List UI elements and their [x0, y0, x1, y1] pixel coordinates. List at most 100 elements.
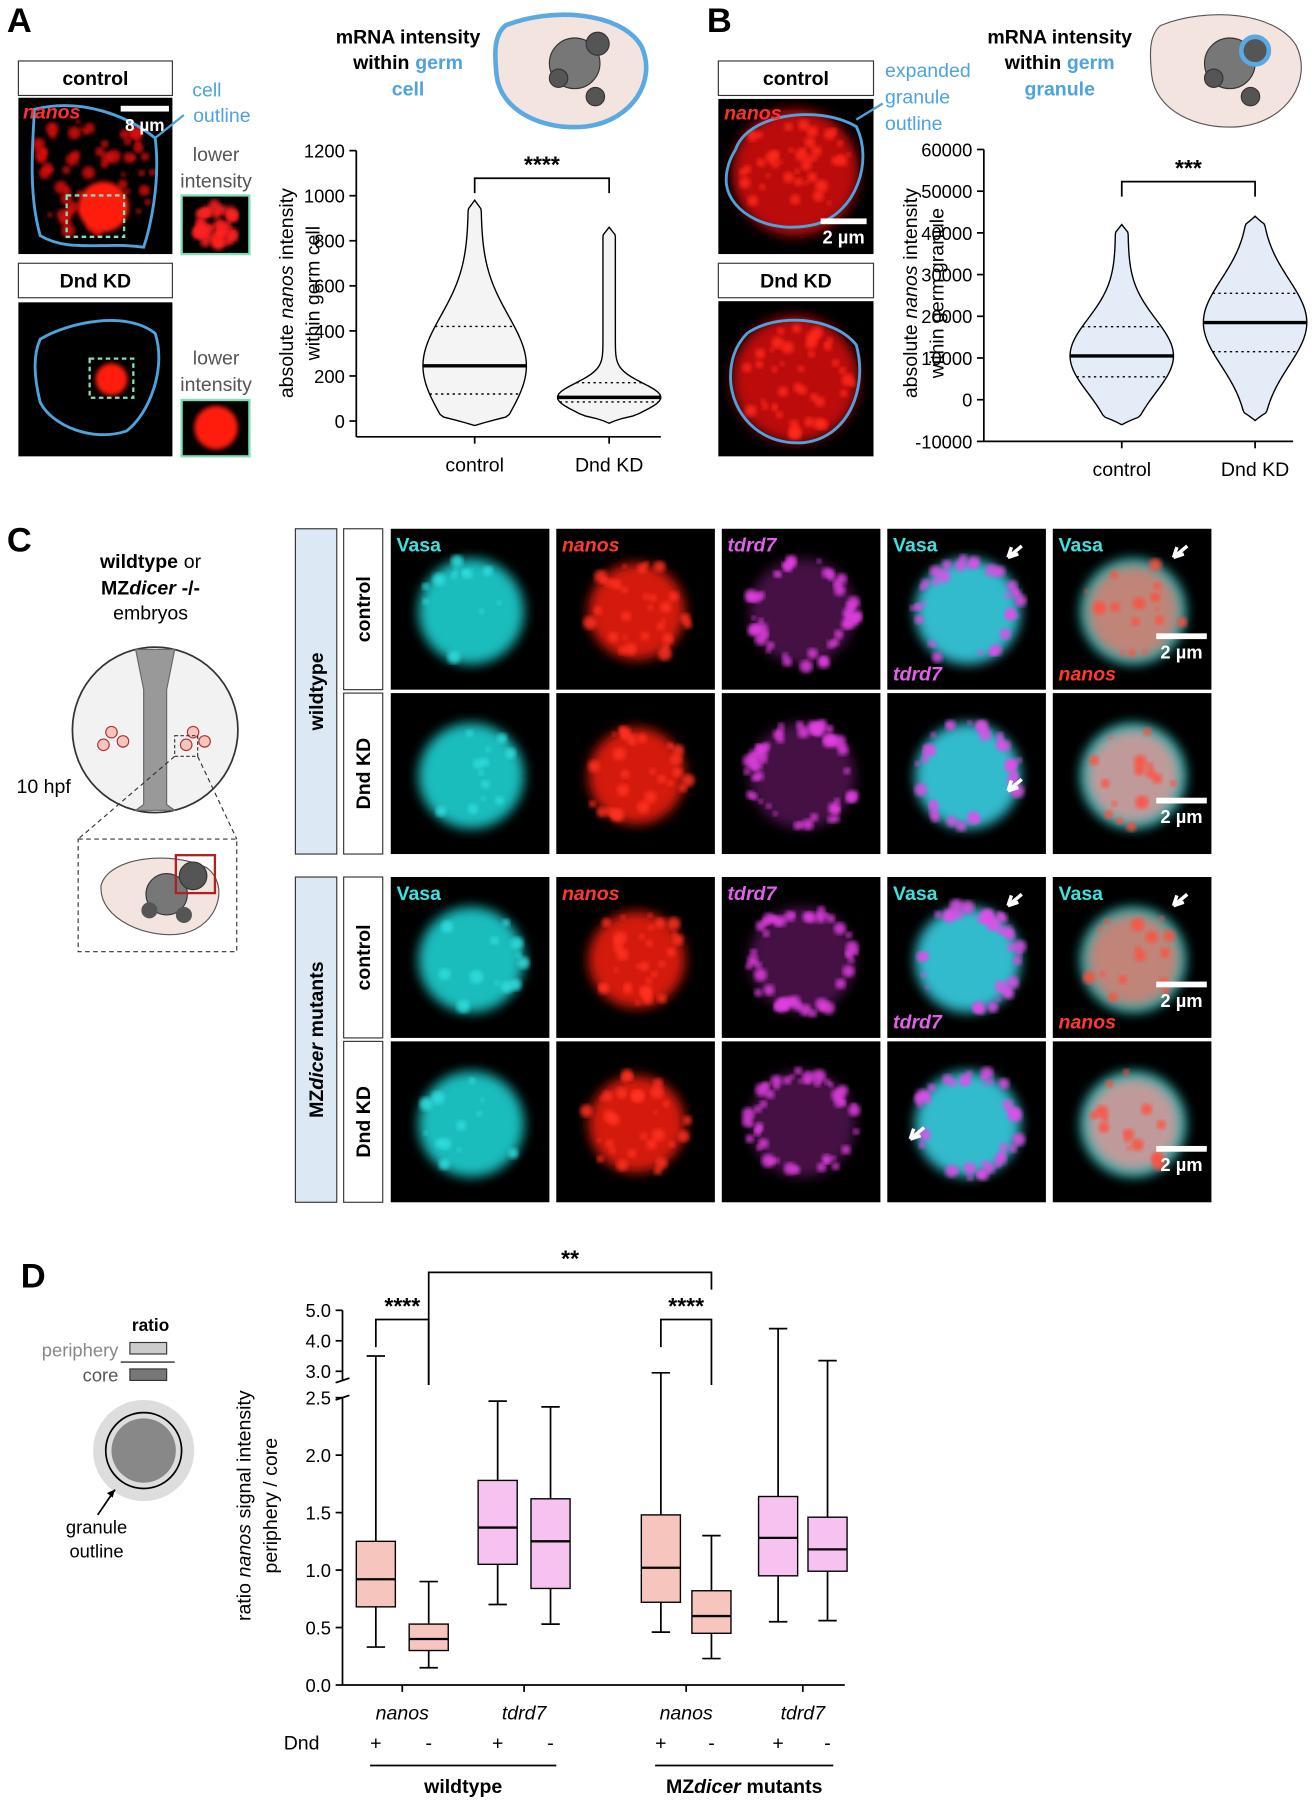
legend-label: core [83, 1365, 119, 1386]
signal [655, 917, 666, 929]
signal [753, 1128, 762, 1137]
signal [798, 385, 808, 395]
signal [434, 1138, 445, 1148]
signal [824, 341, 831, 347]
y-tick-label: 10000 [921, 348, 972, 369]
signal [649, 594, 657, 602]
signal [1011, 589, 1022, 599]
signal [649, 768, 657, 775]
signal [744, 404, 757, 417]
signal [773, 1084, 780, 1091]
signal [211, 237, 226, 251]
signal [920, 951, 930, 961]
signal [1134, 945, 1141, 952]
signal [811, 154, 818, 162]
signal [922, 750, 929, 758]
signal [1149, 558, 1162, 572]
signal [1135, 795, 1149, 809]
signal [777, 386, 789, 397]
signal [1119, 650, 1125, 656]
signal [642, 593, 650, 601]
signal [783, 563, 793, 572]
y-tick-label: -10000 [915, 431, 972, 452]
signal [797, 119, 810, 131]
signal [607, 631, 619, 643]
signal [62, 165, 71, 175]
signal [807, 172, 818, 183]
legend-label: periphery [42, 1339, 119, 1360]
signal [742, 362, 752, 373]
signal [996, 735, 1002, 741]
signal [750, 793, 758, 801]
signal [981, 1075, 987, 1081]
signal [478, 769, 485, 776]
label-part: MZ [306, 1090, 328, 1118]
signal [1140, 1103, 1153, 1115]
signal [662, 633, 674, 645]
signal [616, 948, 629, 961]
y-tick-label: 0.5 [305, 1617, 331, 1638]
signal [1126, 821, 1137, 832]
group-label: wildtype [423, 1776, 502, 1798]
signal [1008, 769, 1017, 779]
y-tick-label: 600 [314, 276, 345, 297]
signal [781, 652, 789, 659]
channel-label: Vasa [893, 535, 938, 557]
signal [755, 1083, 769, 1097]
outline-label: expanded [885, 60, 971, 82]
signal [836, 140, 844, 147]
signal [666, 947, 676, 957]
signal [642, 993, 653, 1005]
condition-box [343, 1040, 384, 1203]
signal [496, 733, 508, 744]
signal [790, 194, 801, 205]
label-part: MZ [101, 577, 129, 599]
signal [667, 916, 681, 931]
channel-label: nanos [562, 535, 620, 557]
y-tick-label: 400 [314, 321, 345, 342]
signal [658, 960, 666, 968]
signal [830, 1155, 837, 1162]
signal [1109, 570, 1119, 579]
signal [747, 195, 759, 207]
outline-label: outline [193, 105, 251, 127]
label-part: wildtype [423, 1776, 502, 1798]
signal [773, 570, 780, 578]
signal [816, 558, 822, 564]
signal [1141, 649, 1148, 655]
signal [1107, 992, 1118, 1003]
signal [772, 811, 778, 817]
signal [749, 558, 856, 665]
signal [128, 126, 143, 141]
y-tick-label: 30000 [921, 264, 972, 285]
signal [1103, 918, 1110, 925]
signal [66, 114, 72, 120]
signal [832, 735, 846, 749]
signal [948, 1079, 957, 1088]
embryo-label: MZdicer -/- [101, 577, 200, 599]
signal [130, 154, 137, 161]
signal [1016, 757, 1023, 764]
signal [754, 968, 767, 982]
signal [624, 643, 637, 656]
signal [579, 1104, 593, 1118]
signal [776, 997, 789, 1011]
signal [959, 1073, 972, 1086]
signal [482, 566, 493, 577]
signal [831, 1162, 840, 1171]
signal [1145, 930, 1158, 944]
signal [134, 138, 142, 146]
label-box [17, 262, 173, 299]
signal [777, 159, 783, 165]
y-tick-label: 1.0 [305, 1560, 331, 1581]
dnd-label: Dnd [284, 1732, 320, 1754]
signal [1003, 630, 1009, 636]
chart-title: granule [1024, 78, 1095, 100]
signal [784, 122, 793, 132]
channel-label: Vasa [893, 883, 938, 905]
signal [1163, 929, 1176, 942]
label-part: within [1004, 52, 1061, 74]
signal [841, 618, 852, 630]
embryo-label: wildtype or [99, 551, 202, 573]
signal [837, 155, 848, 167]
